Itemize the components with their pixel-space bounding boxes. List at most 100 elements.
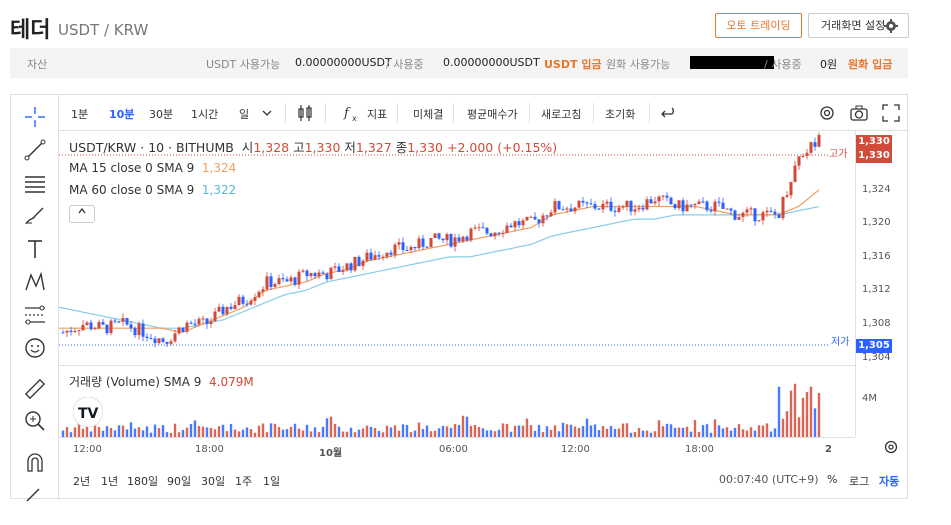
settings-gear-icon[interactable] <box>817 103 837 123</box>
candle <box>533 216 537 220</box>
range-30d[interactable]: 30일 <box>201 475 226 488</box>
candle <box>209 321 213 325</box>
range-2y[interactable]: 2년 <box>73 475 91 488</box>
candle <box>213 311 217 322</box>
trend-line-icon[interactable] <box>23 138 47 162</box>
undo-icon[interactable] <box>659 103 679 123</box>
magnet-icon[interactable] <box>23 451 47 475</box>
volume-bar <box>173 423 177 437</box>
candle <box>413 247 417 249</box>
volume-bar <box>325 418 329 437</box>
candle <box>297 271 301 285</box>
time-tick: 10월 <box>319 448 343 459</box>
candle-type-icon[interactable] <box>295 103 315 123</box>
chevron-up-icon <box>78 207 86 214</box>
candle <box>101 322 105 325</box>
volume-bar <box>677 427 681 437</box>
candle <box>669 197 673 205</box>
fib-retracement-icon[interactable] <box>23 303 47 327</box>
volume-bar <box>333 423 337 437</box>
candle <box>373 255 377 260</box>
volume-bar <box>117 425 121 437</box>
candle <box>189 322 193 324</box>
range-90d[interactable]: 90일 <box>167 475 192 488</box>
crosshair-icon[interactable] <box>23 105 47 129</box>
candle <box>685 204 689 212</box>
screen-settings-button[interactable]: 거래화면 설정 <box>808 13 909 38</box>
candle <box>489 233 493 237</box>
volume-bar <box>145 426 149 437</box>
text-tool-icon[interactable] <box>23 237 47 261</box>
log-toggle[interactable]: 로그 <box>849 475 870 488</box>
avg-price-button[interactable]: 평균매수가 <box>467 108 518 121</box>
interval-day[interactable]: 일 <box>239 108 250 121</box>
interval-1h[interactable]: 1시간 <box>191 108 219 121</box>
pencil-lock-icon[interactable] <box>23 481 47 505</box>
candle <box>401 242 405 251</box>
auto-toggle[interactable]: 자동 <box>879 475 900 488</box>
candle <box>793 165 797 182</box>
pattern-icon[interactable] <box>23 270 47 294</box>
clock-readout[interactable]: 00:07:40 (UTC+9) <box>719 473 819 486</box>
brush-icon[interactable] <box>23 204 47 228</box>
volume-bar <box>477 427 481 437</box>
candle <box>465 236 469 241</box>
volume-bar <box>629 432 633 437</box>
volume-bar <box>549 429 553 437</box>
candle <box>493 232 497 237</box>
candle <box>393 244 397 255</box>
volume-bar <box>453 424 457 437</box>
indicator-button[interactable]: 지표 <box>367 108 388 121</box>
candle <box>741 212 745 218</box>
candle <box>809 142 813 153</box>
horizontal-lines-icon[interactable] <box>23 171 47 195</box>
usdt-deposit-link[interactable]: USDT 입금 <box>544 58 602 71</box>
krw-deposit-link[interactable]: 원화 입금 <box>848 58 893 71</box>
volume-bar <box>273 423 277 437</box>
price-pane[interactable]: USDT/KRW · 10 · BITHUMB 시1,328 고1,330 저1… <box>59 131 855 366</box>
range-1y[interactable]: 1년 <box>101 475 119 488</box>
auto-trade-button[interactable]: 오토 트레이딩 <box>715 13 802 38</box>
candle <box>781 196 785 219</box>
candle <box>221 306 225 315</box>
axis-settings-icon[interactable] <box>883 439 899 455</box>
interval-1m[interactable]: 1분 <box>71 108 89 121</box>
candle <box>621 206 625 208</box>
volume-bar <box>589 425 593 437</box>
reset-button[interactable]: 초기화 <box>605 108 636 121</box>
candle <box>185 322 189 332</box>
toolbar-divider <box>529 103 530 123</box>
range-180d[interactable]: 180일 <box>127 475 159 488</box>
open-orders-button[interactable]: 미체결 <box>413 108 444 121</box>
range-1w[interactable]: 1주 <box>235 475 253 488</box>
candle <box>233 305 237 309</box>
volume-bar <box>133 428 137 437</box>
interval-10m[interactable]: 10분 <box>109 108 135 121</box>
candle <box>193 323 197 325</box>
candle <box>713 201 717 212</box>
candle <box>453 237 457 247</box>
legend-collapse-button[interactable] <box>69 205 95 223</box>
camera-icon[interactable] <box>849 103 869 123</box>
range-1d[interactable]: 1일 <box>263 475 281 488</box>
volume-pane[interactable]: 거래량 (Volume) SMA 9 4.079M TV <box>59 367 855 437</box>
refresh-button[interactable]: 새로고침 <box>541 108 582 121</box>
volume-bar <box>525 418 529 437</box>
emoji-icon[interactable] <box>23 336 47 360</box>
fullscreen-icon[interactable] <box>881 103 901 123</box>
chevron-down-icon[interactable] <box>259 105 275 121</box>
volume-bar <box>473 424 477 437</box>
close-value: 1,330 <box>407 140 443 155</box>
ruler-icon[interactable] <box>23 377 47 401</box>
volume-bar <box>729 430 733 437</box>
candle <box>429 238 433 248</box>
volume-bar <box>389 427 393 437</box>
candle <box>509 225 513 228</box>
interval-30m[interactable]: 30분 <box>149 108 174 121</box>
zoom-in-icon[interactable] <box>23 409 47 433</box>
percent-toggle[interactable]: % <box>827 473 838 486</box>
low-marker: 저가 <box>831 337 850 348</box>
toolbar-divider <box>649 103 650 123</box>
volume-bar <box>409 432 413 437</box>
